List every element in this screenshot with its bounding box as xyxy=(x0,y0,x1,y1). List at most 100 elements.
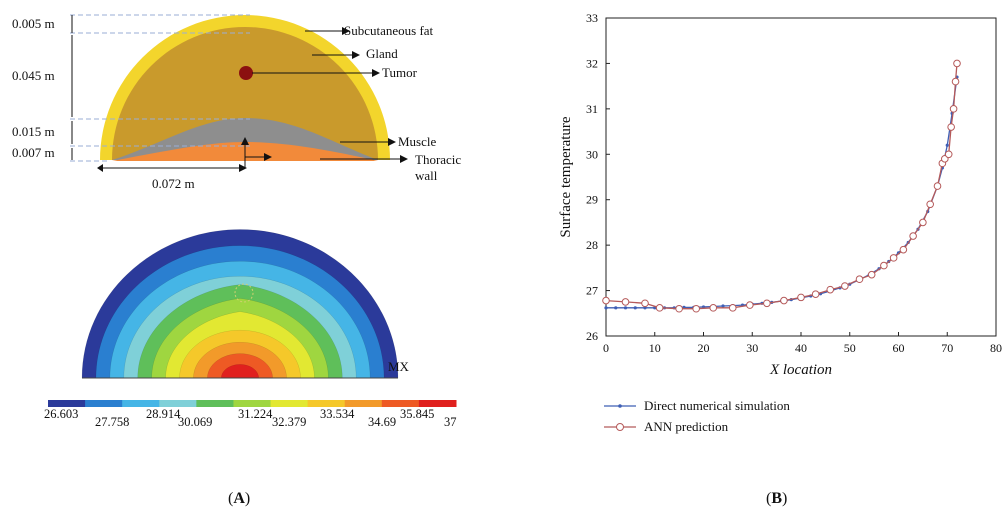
ann-point xyxy=(949,105,958,113)
ann-point xyxy=(889,254,898,262)
series-layer xyxy=(602,59,961,313)
dim-radius: 0.072 m xyxy=(152,176,195,191)
dns-point xyxy=(623,306,628,310)
ann-point xyxy=(728,304,737,312)
colorbar-ticks: 26.603 28.914 31.224 33.534 35.845 27.75… xyxy=(44,407,457,429)
ann-point xyxy=(780,296,788,305)
dns-point xyxy=(643,306,647,310)
x-tick-label: 30 xyxy=(746,341,758,355)
y-tick-label: 26 xyxy=(586,329,598,343)
y-tick-label: 31 xyxy=(586,102,598,116)
colorbar-swatch xyxy=(344,400,383,407)
ann-point xyxy=(855,275,864,284)
dim-fat-thickness: 0.005 m xyxy=(12,16,55,31)
colorbar-swatch xyxy=(85,400,123,407)
legend-item-ann: ANN prediction xyxy=(604,419,729,434)
dns-point xyxy=(614,306,618,310)
colorbar-swatch xyxy=(159,400,197,407)
colorbar-tick: 28.914 xyxy=(146,407,181,421)
ann-point xyxy=(709,304,718,312)
x-tick-label: 50 xyxy=(844,341,856,355)
ann-point xyxy=(641,299,649,308)
gland-region xyxy=(112,27,378,160)
ann-point xyxy=(899,245,908,254)
ann-point xyxy=(909,232,917,240)
colorbar-tick: 34.69 xyxy=(368,415,396,429)
ann-point xyxy=(811,290,820,299)
colorbar-swatch xyxy=(122,400,160,407)
ann-point xyxy=(926,200,934,209)
legend-label-ann: ANN prediction xyxy=(644,419,729,434)
colorbar-tick: 31.224 xyxy=(238,407,273,421)
colorbar-tick: 27.758 xyxy=(95,415,129,429)
colorbar-tick: 30.069 xyxy=(178,415,212,429)
colorbar-tick: 26.603 xyxy=(44,407,78,421)
ann-point xyxy=(621,298,630,306)
ann-point xyxy=(763,299,771,308)
label-wall: wall xyxy=(415,168,438,183)
dns-point xyxy=(721,304,725,308)
dim-muscle-thickness: 0.015 m xyxy=(12,124,55,139)
ann-point xyxy=(655,304,664,312)
colorbar-swatch xyxy=(270,400,309,407)
colorbar xyxy=(48,400,457,407)
contour-band xyxy=(221,364,259,379)
tumor-marker xyxy=(239,66,253,80)
caption-a: (A) xyxy=(228,490,250,507)
colorbar-swatch xyxy=(307,400,346,407)
colorbar-swatch xyxy=(233,400,272,407)
ann-point xyxy=(933,182,942,190)
colorbar-swatch xyxy=(418,400,457,407)
x-tick-label: 10 xyxy=(649,341,661,355)
ann-point xyxy=(675,304,683,313)
series-line-ann xyxy=(605,63,958,310)
dns-point xyxy=(604,306,608,310)
x-tick-label: 70 xyxy=(941,341,953,355)
arrowheads xyxy=(97,27,408,172)
temperature-line-chart: 0 10 20 30 40 50 60 70 80 26 27 28 29 30 31 32 33 X loc… xyxy=(558,11,1002,434)
dns-point xyxy=(945,143,949,147)
x-tick-label: 60 xyxy=(893,341,905,355)
ann-point xyxy=(947,123,955,131)
tumor-outline xyxy=(234,283,254,303)
label-subcutaneous-fat: Subcutaneous fat xyxy=(344,23,434,38)
ann-point xyxy=(797,293,805,302)
ann-point xyxy=(746,301,754,309)
ann-point xyxy=(602,296,610,305)
dim-thoracic-thickness: 0.007 m xyxy=(12,145,55,160)
colorbar-swatch xyxy=(381,400,420,407)
colorbar-tick: 37 xyxy=(444,415,457,429)
x-axis-title: X location xyxy=(769,362,832,378)
y-tick-label: 29 xyxy=(586,193,598,207)
ann-point xyxy=(944,150,953,159)
colorbar-swatch xyxy=(196,400,234,407)
ann-point xyxy=(951,77,960,86)
legend-item-dns: Direct numerical simulation xyxy=(604,398,790,413)
leader-lines xyxy=(252,30,400,160)
caption-b: (B) xyxy=(766,490,787,507)
legend-label-dns: Direct numerical simulation xyxy=(644,398,790,413)
ann-point xyxy=(826,285,835,294)
y-tick-label: 30 xyxy=(586,147,598,161)
dns-point xyxy=(633,306,637,310)
x-tick-label: 80 xyxy=(990,341,1002,355)
plot-area xyxy=(605,17,997,337)
y-tick-label: 27 xyxy=(586,284,598,298)
ann-point xyxy=(919,218,927,227)
y-tick-label: 32 xyxy=(586,56,598,70)
x-tick-label: 0 xyxy=(603,341,609,355)
legend: Direct numerical simulation ANN predicti… xyxy=(604,398,790,434)
label-gland: Gland xyxy=(366,46,398,61)
colorbar-swatch xyxy=(48,400,86,407)
label-thoracic: Thoracic xyxy=(415,152,461,167)
breast-model-diagram: 0.005 m 0.045 m 0.015 m 0.007 m 0.072 m … xyxy=(12,14,461,191)
ann-point xyxy=(867,270,876,279)
dim-gland-height: 0.045 m xyxy=(12,68,55,83)
temperature-contour xyxy=(81,229,399,379)
y-axis-title: Surface temperature xyxy=(558,116,574,238)
ann-point xyxy=(880,261,888,270)
label-tumor: Tumor xyxy=(382,65,418,80)
ann-point xyxy=(692,304,700,313)
x-tick-label: 40 xyxy=(795,341,807,355)
x-axis: 0 10 20 30 40 50 60 70 80 xyxy=(603,332,1002,355)
